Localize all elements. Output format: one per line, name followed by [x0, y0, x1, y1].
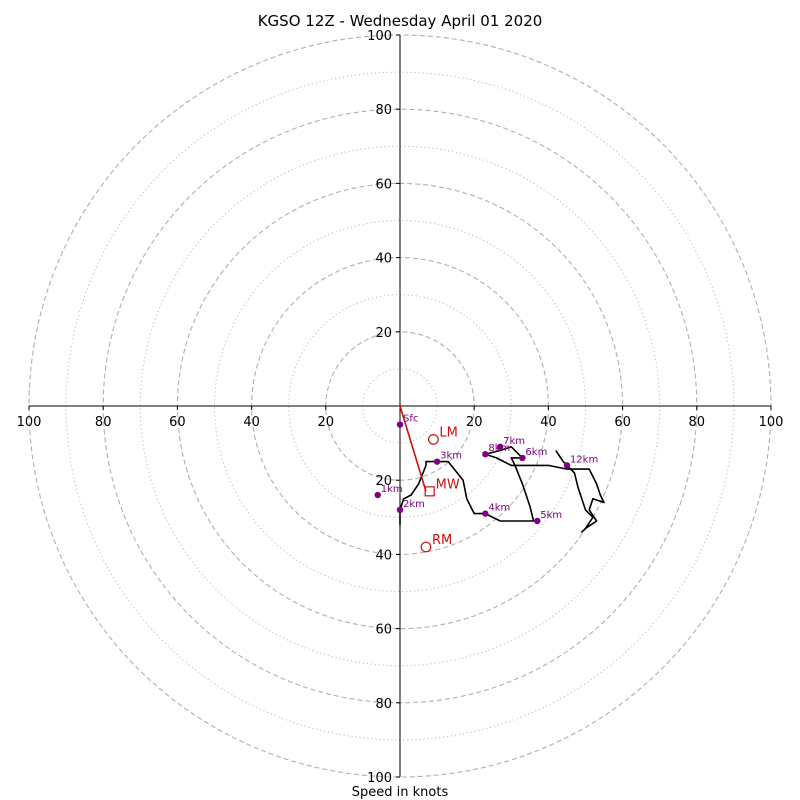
height-label-3km: 3km: [440, 451, 462, 462]
x-tick-label: 100: [17, 415, 42, 430]
height-marker-2km: [396, 506, 404, 514]
y-tick-label: 20: [375, 474, 392, 489]
x-tick-label: 40: [540, 415, 557, 430]
height-marker-sfc: [396, 421, 404, 428]
x-tick-label: 20: [466, 415, 483, 430]
y-tick-label: 20: [375, 326, 392, 341]
y-tick-label: 80: [375, 103, 392, 118]
x-tick-label: 80: [95, 415, 112, 430]
x-tick-label: 40: [243, 415, 260, 430]
motion-label-mw: MW: [436, 477, 460, 492]
height-marker-1km: [374, 491, 381, 499]
height-label-4km: 4km: [488, 503, 510, 514]
x-tick-label: 20: [318, 415, 335, 430]
motion-label-lm: LM: [439, 425, 457, 440]
height-label-6km: 6km: [525, 447, 547, 458]
y-tick-label: 60: [375, 177, 392, 192]
motion-marker-lm: [427, 433, 439, 445]
x-tick-label: 60: [614, 415, 631, 430]
height-label-7km: 7km: [503, 436, 525, 447]
x-tick-label: 80: [689, 415, 706, 430]
height-marker-7km: [496, 443, 504, 451]
height-marker-12km: [563, 462, 571, 469]
height-marker-3km: [433, 458, 441, 465]
motion-label-rm: RM: [432, 533, 452, 548]
y-tick-label: 100: [367, 29, 392, 44]
x-tick-label: 60: [169, 415, 186, 430]
height-label-8km: 8km: [488, 443, 510, 454]
motion-marker-rm: [420, 541, 432, 553]
x-tick-label: 100: [759, 415, 784, 430]
tick-labels: 20 20 20 20 40 40 40 40 60 60 60 60 80 80 80 80 100 100 10…: [17, 29, 784, 786]
chart-title: KGSO 12Z - Wednesday April 01 2020: [258, 12, 543, 30]
y-tick-label: 60: [375, 623, 392, 638]
height-marker-4km: [482, 510, 489, 517]
y-tick-label: 100: [367, 771, 392, 786]
height-label-5km: 5km: [540, 510, 562, 521]
height-marker-8km: [482, 451, 489, 458]
shear-vector-line: [399, 405, 427, 492]
y-tick-label: 40: [375, 252, 392, 267]
hodograph-trace-group: [399, 405, 605, 533]
height-label-12km: 12km: [570, 454, 598, 465]
height-label-1km: 1km: [381, 484, 403, 495]
storm-motion-markers: LM MW RM: [420, 425, 460, 553]
y-tick-label: 40: [375, 548, 392, 563]
y-tick-label: 80: [375, 697, 392, 712]
x-axis-label: Speed in knots: [352, 785, 449, 800]
hodograph-trace: [399, 445, 605, 533]
height-marker-6km: [519, 454, 526, 462]
height-label-sfc: Sfc: [403, 414, 418, 425]
height-marker-5km: [534, 517, 541, 525]
height-label-2km: 2km: [403, 499, 425, 510]
motion-marker-mw: [424, 486, 435, 497]
